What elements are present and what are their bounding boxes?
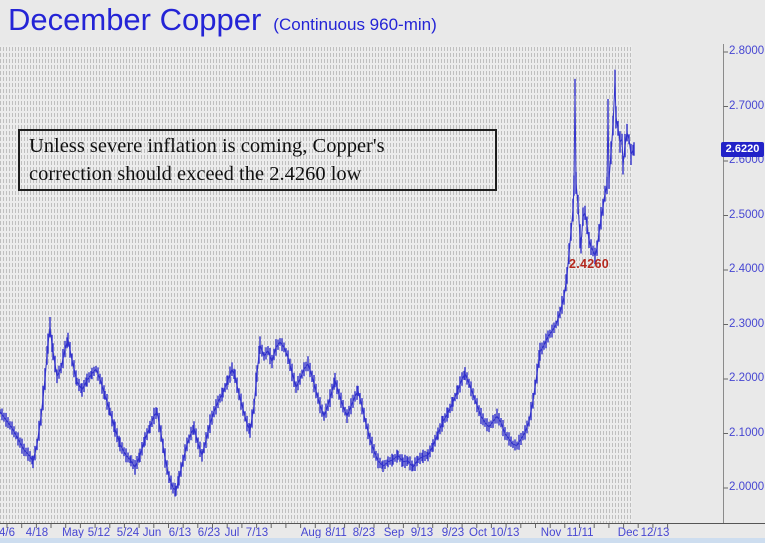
y-axis-label: 2.8000 xyxy=(729,45,765,57)
marked-low-label: 2.4260 xyxy=(569,257,610,271)
price-series-line xyxy=(0,81,635,492)
y-axis-label: 2.3000 xyxy=(729,317,765,330)
x-axis-label: 8/23 xyxy=(352,527,376,539)
x-axis-label: 7/13 xyxy=(245,527,269,539)
y-axis-label: 2.0000 xyxy=(729,481,765,493)
annotation-line-2: correction should exceed the 2.4260 low xyxy=(29,163,362,185)
x-axis-label: 5/24 xyxy=(116,527,140,539)
x-axis-label: 11/11 xyxy=(566,527,594,539)
y-axis-label: 2.4000 xyxy=(729,263,765,275)
y-axis-label: 2.2000 xyxy=(729,372,765,384)
y-axis-label: 2.5000 xyxy=(729,208,765,221)
x-axis-label: 8/11 xyxy=(325,527,347,539)
x-axis-label: 4/6 xyxy=(0,527,15,539)
chart-title: December Copper xyxy=(8,2,262,37)
x-axis-label: Aug xyxy=(300,527,322,539)
annotation-line-1: Unless severe inflation is coming, Coppe… xyxy=(29,135,385,157)
x-axis-label: 9/13 xyxy=(410,527,434,539)
y-axis-label: 2.7000 xyxy=(729,99,765,112)
x-axis-label: Nov xyxy=(540,527,562,539)
y-axis-ticks xyxy=(723,51,728,489)
x-axis-label: Dec xyxy=(617,527,639,539)
bottom-strip xyxy=(0,538,765,543)
x-axis-label: 6/13 xyxy=(168,527,192,539)
chart-subtitle: (Continuous 960-min) xyxy=(273,15,437,34)
x-axis-label: 4/18 xyxy=(25,527,49,539)
y-axis-label: 2.6000 xyxy=(729,154,765,166)
x-axis-label: 9/23 xyxy=(441,527,465,539)
annotation-box: Unless severe inflation is coming, Coppe… xyxy=(18,129,497,191)
title-bar: December Copper (Continuous 960-min) xyxy=(8,2,437,38)
x-axis-label: Jul xyxy=(224,527,240,539)
x-axis-label: Jun xyxy=(142,527,162,539)
price-series-bars xyxy=(0,69,635,497)
x-axis-label: Sep xyxy=(383,527,405,539)
current-price-tag: 2.6220 xyxy=(721,141,764,157)
x-axis-label: 12/13 xyxy=(640,527,670,539)
x-axis-label: 5/12 xyxy=(87,527,111,539)
x-axis-label: May xyxy=(62,527,84,539)
y-axis-label: 2.1000 xyxy=(729,426,765,439)
x-axis-label: 10/13 xyxy=(490,527,520,539)
x-axis-label: Oct xyxy=(469,527,487,539)
x-axis-label: 6/23 xyxy=(197,527,221,539)
plot-grid xyxy=(0,45,632,523)
x-axis-ticks xyxy=(6,523,669,528)
